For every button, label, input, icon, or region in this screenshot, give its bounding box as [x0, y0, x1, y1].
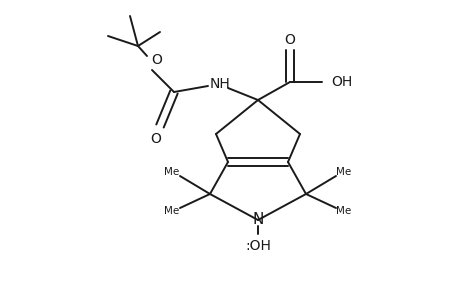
Text: NH: NH: [209, 77, 230, 91]
Text: O: O: [151, 53, 162, 67]
Text: N: N: [252, 212, 263, 227]
Text: Me: Me: [336, 206, 351, 216]
Text: Me: Me: [164, 206, 179, 216]
Text: O: O: [150, 132, 161, 146]
Text: Me: Me: [336, 167, 351, 177]
Text: O: O: [284, 33, 295, 47]
Text: Me: Me: [164, 167, 179, 177]
Text: :OH: :OH: [245, 239, 270, 253]
Text: OH: OH: [330, 75, 352, 89]
